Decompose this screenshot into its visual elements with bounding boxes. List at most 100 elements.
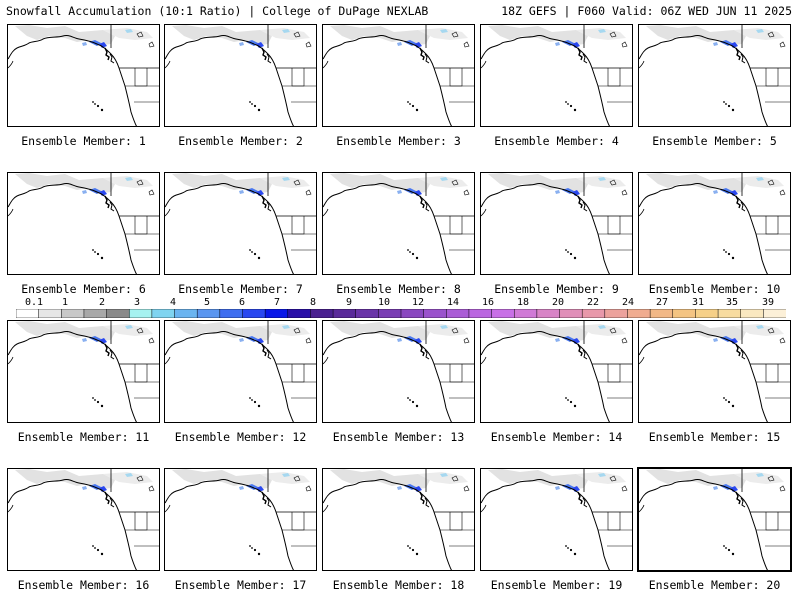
ensemble-member-panel-18: Ensemble Member: 18 xyxy=(322,468,475,592)
colorbar-tick-label: 3 xyxy=(133,297,141,308)
colorbar-swatch xyxy=(242,309,266,318)
colorbar-swatch xyxy=(61,309,85,318)
colorbar-swatch xyxy=(310,309,334,318)
member-label: Ensemble Member: 3 xyxy=(336,134,461,148)
ensemble-member-panel-9: Ensemble Member: 9 xyxy=(480,172,633,296)
member-label: Ensemble Member: 14 xyxy=(490,430,623,444)
colorbar-tick-label: 20 xyxy=(551,297,565,308)
member-label: Ensemble Member: 8 xyxy=(336,282,461,296)
colorbar-swatch xyxy=(264,309,289,318)
colorbar-tick-label: 4 xyxy=(169,297,177,308)
colorbar-tick-label: 24 xyxy=(621,297,635,308)
colorbar-tick-label: 2 xyxy=(98,297,106,308)
colorbar-swatch xyxy=(128,309,153,318)
ensemble-member-panel-13: Ensemble Member: 13 xyxy=(322,320,475,444)
colorbar-tick-label: 27 xyxy=(655,297,669,308)
colorbar-swatch xyxy=(536,309,561,318)
member-label: Ensemble Member: 16 xyxy=(17,578,150,592)
member-label: Ensemble Member: 7 xyxy=(178,282,303,296)
ensemble-member-panel-20: Ensemble Member: 20 xyxy=(637,467,792,592)
colorbar-swatch xyxy=(332,309,357,318)
ensemble-member-panel-4: Ensemble Member: 4 xyxy=(480,24,633,148)
colorbar-tick-labels: 0.1 1 2 3 4 5 6 7 8 9 10 12 14 16 18 20 22 24 27 31 35 39 xyxy=(16,297,786,309)
member-label: Ensemble Member: 11 xyxy=(17,430,150,444)
ensemble-member-panel-16: Ensemble Member: 16 xyxy=(7,468,160,592)
member-label: Ensemble Member: 20 xyxy=(648,578,781,592)
member-label: Ensemble Member: 17 xyxy=(174,578,307,592)
colorbar-tick-label: 8 xyxy=(309,297,317,308)
colorbar-swatch xyxy=(672,309,696,318)
colorbar-tick-label: 18 xyxy=(516,297,530,308)
colorbar-swatch xyxy=(559,309,583,318)
ensemble-member-panel-14: Ensemble Member: 14 xyxy=(480,320,633,444)
member-label: Ensemble Member: 12 xyxy=(174,430,307,444)
ensemble-member-panel-6: Ensemble Member: 6 xyxy=(7,172,160,296)
member-label: Ensemble Member: 1 xyxy=(21,134,146,148)
colorbar-swatch xyxy=(468,309,493,318)
ensemble-member-panel-1: Ensemble Member: 1 xyxy=(7,24,160,148)
colorbar-tick-label: 16 xyxy=(481,297,495,308)
colorbar-swatch xyxy=(740,309,764,318)
colorbar-swatch xyxy=(378,309,402,318)
colorbar-swatch xyxy=(196,309,221,318)
colorbar-tick-label: 10 xyxy=(377,297,391,308)
colorbar-swatch xyxy=(287,309,311,318)
colorbar-swatch xyxy=(423,309,447,318)
colorbar-swatch xyxy=(627,309,651,318)
ensemble-member-panel-12: Ensemble Member: 12 xyxy=(164,320,317,444)
colorbar-tick-label: 7 xyxy=(273,297,281,308)
member-label: Ensemble Member: 9 xyxy=(494,282,619,296)
valid-time-label: 18Z GEFS | F060 Valid: 06Z WED JUN 11 20… xyxy=(501,4,792,18)
colorbar-swatch xyxy=(695,309,719,318)
colorbar-swatch xyxy=(513,309,538,318)
ensemble-member-panel-3: Ensemble Member: 3 xyxy=(322,24,475,148)
colorbar-tick-label: 9 xyxy=(345,297,353,308)
colorbar-swatch xyxy=(219,309,244,318)
ensemble-member-panel-7: Ensemble Member: 7 xyxy=(164,172,317,296)
colorbar-swatch xyxy=(581,309,606,318)
colorbar-tick-label: 5 xyxy=(203,297,211,308)
colorbar-tick-label: 12 xyxy=(411,297,425,308)
member-label: Ensemble Member: 10 xyxy=(648,282,781,296)
colorbar-tick-label: 0.1 xyxy=(24,297,44,308)
colorbar-swatch xyxy=(717,309,742,318)
colorbar-swatch xyxy=(763,309,786,318)
ensemble-member-panel-2: Ensemble Member: 2 xyxy=(164,24,317,148)
colorbar-swatch xyxy=(604,309,629,318)
colorbar-swatch xyxy=(649,309,674,318)
member-label: Ensemble Member: 2 xyxy=(178,134,303,148)
member-label: Ensemble Member: 15 xyxy=(648,430,781,444)
member-label: Ensemble Member: 4 xyxy=(494,134,619,148)
colorbar-swatch xyxy=(446,309,470,318)
colorbar-tick-label: 35 xyxy=(725,297,739,308)
colorbar-swatch xyxy=(174,309,198,318)
member-label: Ensemble Member: 6 xyxy=(21,282,146,296)
ensemble-member-panel-5: Ensemble Member: 5 xyxy=(638,24,791,148)
ensemble-member-panel-19: Ensemble Member: 19 xyxy=(480,468,633,592)
ensemble-member-panel-11: Ensemble Member: 11 xyxy=(7,320,160,444)
colorbar-tick-label: 22 xyxy=(586,297,600,308)
member-label: Ensemble Member: 18 xyxy=(332,578,465,592)
colorbar-tick-label: 1 xyxy=(61,297,69,308)
ensemble-member-panel-8: Ensemble Member: 8 xyxy=(322,172,475,296)
colorbar-swatch xyxy=(151,309,176,318)
ensemble-member-panel-15: Ensemble Member: 15 xyxy=(638,320,791,444)
colorbar-tick-label: 6 xyxy=(238,297,246,308)
colorbar-swatch xyxy=(38,309,62,318)
colorbar-swatch xyxy=(491,309,515,318)
ensemble-member-panel-17: Ensemble Member: 17 xyxy=(164,468,317,592)
member-label: Ensemble Member: 19 xyxy=(490,578,623,592)
colorbar-swatch xyxy=(355,309,379,318)
colorbar-tick-label: 39 xyxy=(761,297,775,308)
colorbar-tick-label: 31 xyxy=(691,297,705,308)
colorbar-swatch xyxy=(16,309,40,318)
snowfall-colorbar xyxy=(16,309,786,318)
member-label: Ensemble Member: 13 xyxy=(332,430,465,444)
colorbar-swatch xyxy=(400,309,425,318)
chart-title: Snowfall Accumulation (10:1 Ratio) | Col… xyxy=(6,4,429,18)
colorbar-swatch xyxy=(83,309,108,318)
colorbar-swatch xyxy=(106,309,130,318)
member-label: Ensemble Member: 5 xyxy=(652,134,777,148)
colorbar-tick-label: 14 xyxy=(446,297,460,308)
ensemble-member-panel-10: Ensemble Member: 10 xyxy=(638,172,791,296)
